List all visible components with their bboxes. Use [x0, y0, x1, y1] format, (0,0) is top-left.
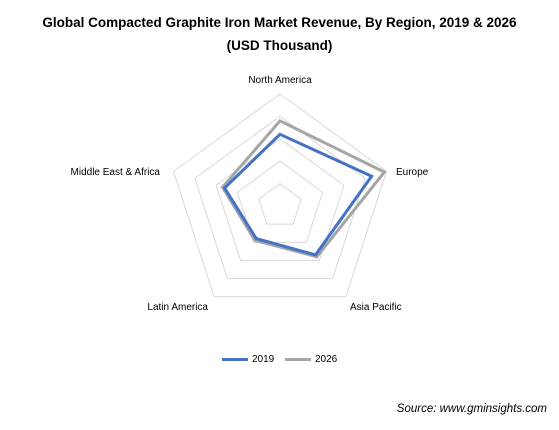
- radar-series: [220, 119, 387, 259]
- radar-axis-labels: North America Europe Asia Pacific Latin Ame…: [71, 75, 429, 313]
- axis-label-north-america: North America: [248, 75, 312, 86]
- chart-title: Global Compacted Graphite Iron Market Re…: [42, 15, 517, 30]
- radar-grid: [172, 93, 388, 298]
- source-note: Source: www.gminsights.com: [396, 403, 547, 415]
- series-line-2019: [222, 132, 374, 257]
- axis-label-latin-america: Latin America: [147, 302, 208, 313]
- legend-item-2019: 2019: [222, 349, 274, 369]
- grid-ring-3: [215, 138, 345, 261]
- legend-label-2026: 2026: [315, 353, 338, 365]
- grid-ring-1: [258, 182, 302, 225]
- legend-item-2026: 2026: [285, 349, 337, 369]
- legend: 2019 2026: [0, 349, 559, 369]
- grid-ring-2: [236, 160, 324, 243]
- axis-label-asia-pacific: Asia Pacific: [350, 302, 402, 313]
- axis-label-europe: Europe: [396, 167, 429, 178]
- axis-label-middle-east-africa: Middle East & Africa: [71, 167, 161, 178]
- legend-swatch-2019: [222, 357, 248, 361]
- chart-subtitle: (USD Thousand): [226, 38, 333, 53]
- series-line-2026: [220, 119, 387, 259]
- grid-ring-5: [172, 93, 388, 298]
- legend-swatch-2026: [285, 357, 311, 361]
- legend-label-2019: 2019: [252, 353, 275, 365]
